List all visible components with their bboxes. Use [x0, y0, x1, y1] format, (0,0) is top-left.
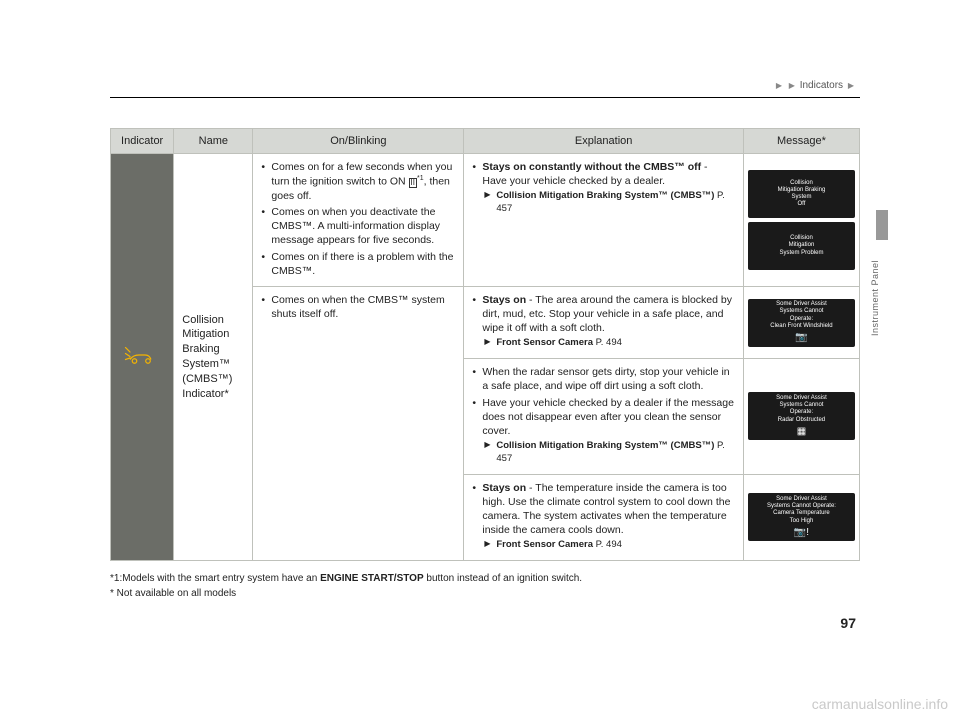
dash-message: Collision Mitigation Braking System Off [748, 170, 855, 218]
radar-icon: ▦ [797, 426, 806, 438]
col-message: Message* [743, 129, 859, 154]
col-explanation: Explanation [464, 129, 744, 154]
bullet: Have your vehicle checked by a dealer if… [472, 396, 735, 466]
bullet: Stays on - The temperature inside the ca… [472, 481, 735, 553]
message-cell: Collision Mitigation Braking System Off … [743, 154, 859, 287]
side-tab [876, 210, 888, 240]
col-indicator: Indicator [111, 129, 174, 154]
bullet: When the radar sensor gets dirty, stop y… [472, 365, 735, 393]
message-cell: Some Driver Assist Systems Cannot Operat… [743, 474, 859, 561]
dash-message: Collision Mitigation System Problem [748, 222, 855, 270]
table-row: Collision Mitigation Braking System™ (CM… [111, 154, 860, 287]
onblinking-cell: Comes on for a few seconds when you turn… [253, 154, 464, 287]
reference: Front Sensor Camera P. 494 [482, 337, 735, 350]
explanation-cell: Stays on - The area around the camera is… [464, 286, 744, 358]
indicator-cell [111, 154, 174, 561]
dash-message: Some Driver Assist Systems Cannot Operat… [748, 493, 855, 541]
message-cell: Some Driver Assist Systems Cannot Operat… [743, 286, 859, 358]
bullet: Stays on constantly without the CMBS™ of… [472, 160, 735, 216]
chevron-icon: ▶ [848, 81, 854, 90]
bullet: Comes on when the CMBS™ system shuts its… [261, 293, 455, 321]
bullet: Stays on - The area around the camera is… [472, 293, 735, 350]
camera-temp-icon: 📷! [794, 527, 809, 539]
explanation-cell: When the radar sensor gets dirty, stop y… [464, 359, 744, 474]
bullet: Comes on if there is a problem with the … [261, 250, 455, 278]
col-name: Name [174, 129, 253, 154]
bullet: Comes on for a few seconds when you turn… [261, 160, 455, 203]
footnotes: *1:Models with the smart entry system ha… [110, 571, 860, 601]
reference: Collision Mitigation Braking System™ (CM… [482, 440, 735, 466]
breadcrumb: ▶ ▶ Indicators ▶ [110, 80, 860, 91]
bullet: Comes on when you deactivate the CMBS™. … [261, 205, 455, 248]
reference: Front Sensor Camera P. 494 [482, 539, 735, 552]
explanation-cell: Stays on constantly without the CMBS™ of… [464, 154, 744, 287]
chevron-icon: ▶ [789, 81, 795, 90]
divider [110, 97, 860, 98]
name-cell: Collision Mitigation Braking System™ (CM… [174, 154, 253, 561]
message-cell: Some Driver Assist Systems Cannot Operat… [743, 359, 859, 474]
dash-message: Some Driver Assist Systems Cannot Operat… [748, 299, 855, 347]
manual-page: ▶ ▶ Indicators ▶ Indicator Name On/Blink… [110, 80, 860, 601]
side-label: Instrument Panel [870, 260, 880, 336]
reference: Collision Mitigation Braking System™ (CM… [482, 190, 735, 216]
chevron-icon: ▶ [776, 81, 782, 90]
camera-icon: 📷 [795, 332, 807, 344]
page-number: 97 [840, 615, 856, 631]
indicators-table: Indicator Name On/Blinking Explanation M… [110, 128, 860, 561]
col-onblinking: On/Blinking [253, 129, 464, 154]
onblinking-cell: Comes on when the CMBS™ system shuts its… [253, 286, 464, 560]
cmbs-indicator-icon [124, 343, 160, 367]
explanation-cell: Stays on - The temperature inside the ca… [464, 474, 744, 561]
dash-message: Some Driver Assist Systems Cannot Operat… [748, 392, 855, 440]
watermark: carmanualsonline.info [812, 696, 948, 712]
breadcrumb-label: Indicators [800, 80, 843, 91]
table-header-row: Indicator Name On/Blinking Explanation M… [111, 129, 860, 154]
footnote: *1:Models with the smart entry system ha… [110, 571, 860, 586]
footnote: * Not available on all models [110, 586, 860, 601]
